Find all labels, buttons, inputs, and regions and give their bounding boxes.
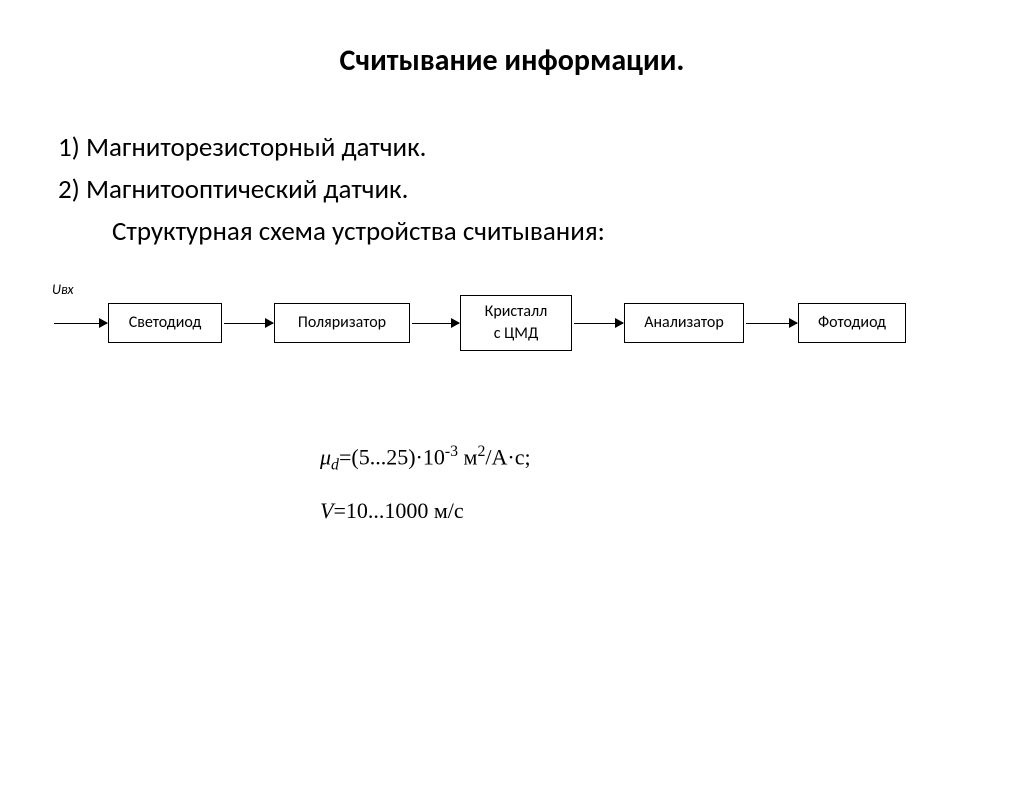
block-label-l1: Светодиод — [129, 312, 202, 334]
formula-mu: μd=(5...25)·10-3 м2/А·с; — [320, 443, 1024, 475]
v-rhs: =10...1000 м/с — [333, 498, 463, 523]
mu-exp: -3 — [445, 443, 458, 460]
block-2: Поляризатор — [274, 303, 410, 343]
block-4: Анализатор — [624, 303, 744, 343]
mu-sub: d — [331, 456, 339, 473]
slide: Считывание информации. 1) Магниторезисто… — [0, 42, 1024, 809]
input-label: Uвх — [52, 281, 74, 298]
mu-units-post: /А·с; — [485, 444, 530, 469]
list-item-2: 2) Магнитооптический датчик. — [58, 169, 1024, 211]
arrow-4 — [574, 323, 623, 325]
arrow-5 — [746, 323, 797, 325]
arrow-3 — [412, 323, 459, 325]
block-label-l1: Анализатор — [644, 312, 724, 334]
arrow-2 — [224, 323, 273, 325]
block-1: Светодиод — [108, 303, 222, 343]
content-block: 1) Магниторезисторный датчик. 2) Магнито… — [58, 127, 1024, 253]
arrow-1 — [54, 323, 107, 325]
mu-rhs: =(5...25)·10 — [339, 444, 445, 469]
block-label-l1: Поляризатор — [298, 312, 386, 334]
list-item-1: 1) Магниторезисторный датчик. — [58, 127, 1024, 169]
mu-var: μ — [320, 444, 331, 469]
mu-units-pre: м — [458, 444, 477, 469]
block-3: Кристаллс ЦМД — [460, 295, 572, 351]
v-var: V — [320, 498, 333, 523]
block-diagram: Uвх Светодиод Поляризатор Кристаллс ЦМД Ана… — [40, 281, 980, 371]
block-label-l2: с ЦМД — [494, 323, 539, 345]
page-title: Считывание информации. — [0, 42, 1024, 79]
scheme-caption: Структурная схема устройства считывания: — [112, 211, 1024, 253]
block-label-l1: Кристалл — [485, 301, 548, 323]
formula-block: μd=(5...25)·10-3 м2/А·с; V=10...1000 м/с — [320, 443, 1024, 525]
block-5: Фотодиод — [798, 303, 906, 343]
block-label-l1: Фотодиод — [818, 312, 886, 334]
formula-v: V=10...1000 м/с — [320, 498, 1024, 524]
